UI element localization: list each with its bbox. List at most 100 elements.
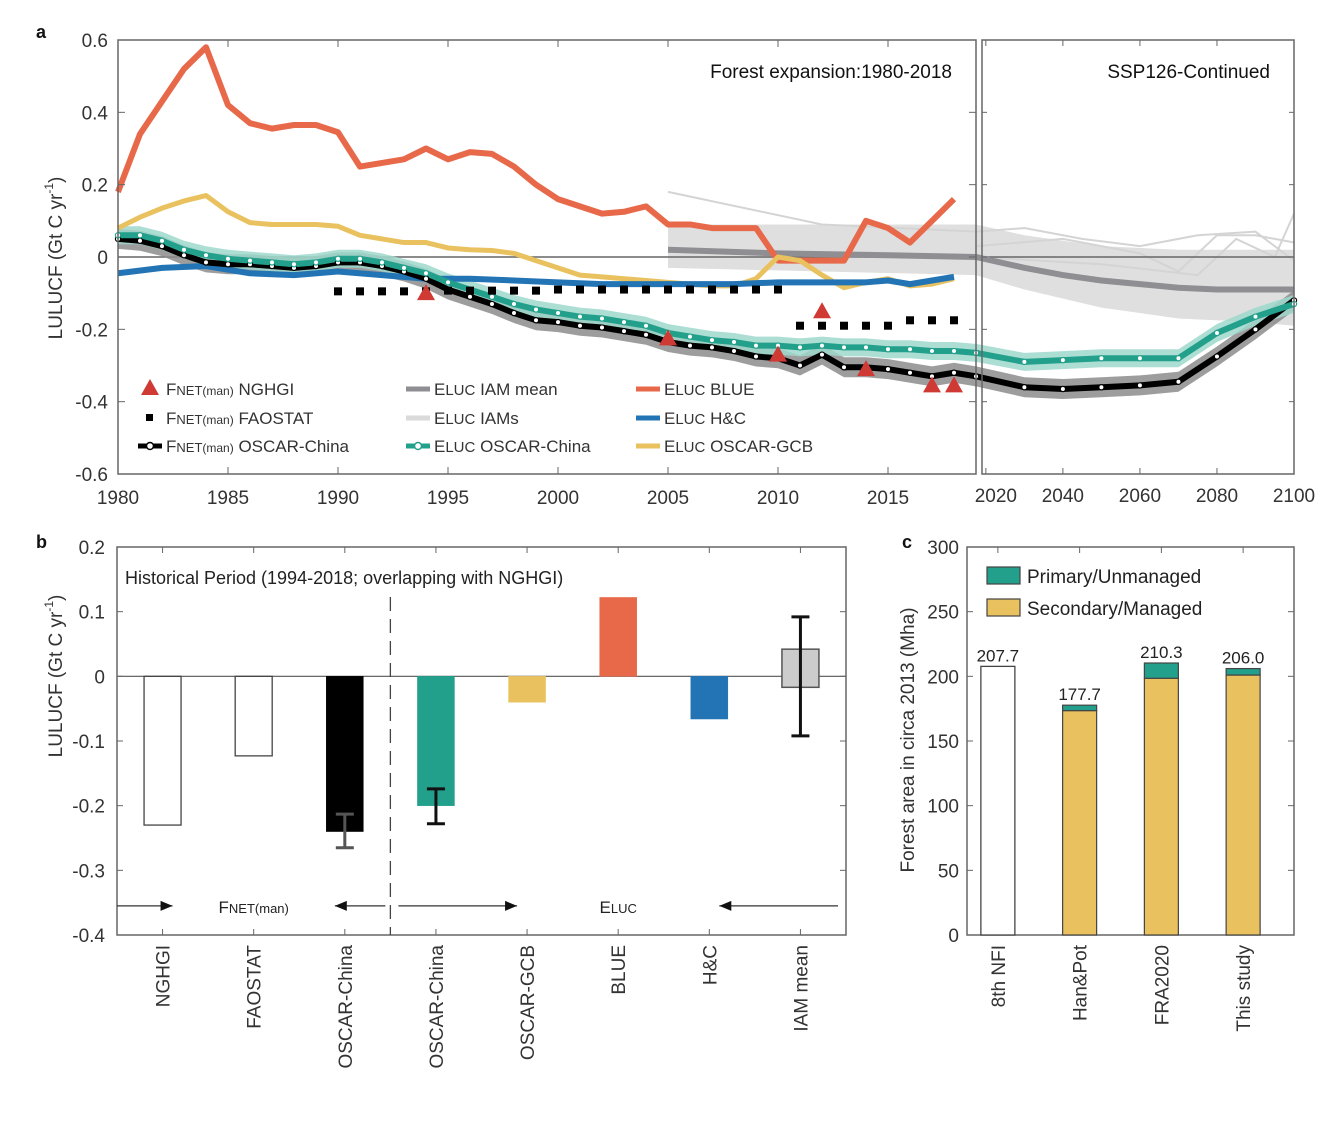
xtick-label: 2015 — [867, 488, 909, 509]
band-eluc-oscar-china — [118, 226, 1294, 371]
faostat-point — [532, 286, 540, 295]
faostat-point — [598, 285, 606, 294]
eluc-oscar-marker — [906, 346, 914, 353]
bar-primary-unmanaged — [1062, 704, 1098, 712]
xtick-label: 2100 — [1273, 486, 1315, 507]
iam-line — [975, 234, 1295, 273]
faostat-point — [906, 316, 914, 325]
eluc-oscar-marker — [246, 257, 254, 264]
bar-primary-unmanaged — [1143, 662, 1179, 679]
eluc-oscar-marker — [312, 259, 320, 266]
legend-item-fnet_oscar: FNET(man) OSCAR-China — [138, 437, 350, 456]
square-icon — [146, 414, 153, 421]
nghgi-point — [769, 345, 787, 362]
eluc-oscar-marker — [444, 279, 452, 286]
circle-icon — [145, 441, 155, 451]
line-eluc-hc — [117, 263, 955, 288]
panel-a-ylabel: LULUCF (Gt C yr-1) — [42, 177, 67, 340]
eluc-oscar-marker — [1136, 355, 1144, 362]
total-label: 177.7 — [1058, 685, 1101, 704]
ytick-label: 50 — [938, 861, 959, 882]
fnet-oscar-marker — [1175, 378, 1182, 385]
legend-label: FNET(man) OSCAR-China — [166, 437, 350, 456]
ytick-label: 0 — [948, 926, 959, 947]
ytick-label: 250 — [927, 603, 959, 624]
line-fnet-oscar-china — [117, 235, 1296, 393]
faostat-point — [620, 285, 628, 294]
eluc-oscar-marker — [598, 315, 606, 322]
bar-primary-unmanaged — [1225, 667, 1261, 676]
xtick-label: FRA2020 — [1152, 945, 1173, 1025]
ytick-label: -0.2 — [75, 320, 108, 341]
eluc-oscar-marker — [290, 261, 298, 268]
nghgi-point — [923, 376, 941, 393]
nghgi-point — [813, 302, 831, 319]
eluc-oscar-marker — [180, 246, 188, 253]
total-label: 210.3 — [1140, 643, 1183, 662]
legend-swatch-icon — [986, 566, 1021, 585]
panel-b-group-annotations: FNET(man) ELUC — [117, 898, 838, 917]
group-label: FNET(man) — [219, 898, 289, 917]
eluc-oscar-marker — [532, 306, 540, 313]
bar-secondary-managed — [1062, 710, 1098, 936]
eluc-oscar-marker — [884, 346, 892, 353]
fnet-oscar-marker — [818, 351, 826, 358]
faostat-point — [356, 287, 364, 296]
fnet-oscar-marker — [840, 364, 848, 371]
bar-blue-5 — [599, 597, 637, 677]
xtick-label: BLUE — [609, 945, 630, 995]
annotation-ssp126: SSP126-Continued — [1107, 62, 1270, 83]
xtick-label: 1995 — [427, 488, 469, 509]
legend-label: ELUC OSCAR-GCB — [664, 437, 813, 456]
xtick-label: OSCAR-China — [427, 945, 448, 1069]
panel-b-frame — [116, 546, 847, 936]
fnet-oscar-marker — [796, 362, 804, 369]
panel-c-bars: 207.7 177.7 210.3 206.0 — [977, 643, 1264, 936]
panel-c-ylabel: Forest area in circa 2013 (Mha) — [898, 607, 919, 872]
eluc-oscar-marker — [818, 342, 826, 349]
series-lines — [115, 44, 1296, 393]
fnet-oscar-marker — [488, 300, 496, 308]
panel-letter-c: c — [902, 532, 912, 552]
legend-label: Secondary/Managed — [1027, 599, 1202, 620]
fnet-oscar-marker — [906, 369, 914, 376]
xtick-label: FAOSTAT — [245, 945, 266, 1029]
ytick-label: 200 — [927, 667, 959, 688]
fnet-oscar-marker — [884, 365, 892, 373]
xtick-label: H&C — [700, 945, 721, 985]
eluc-oscar-marker — [576, 313, 584, 320]
fnet-oscar-marker — [752, 353, 760, 360]
bar-oscar-gcb-4 — [508, 676, 546, 703]
faostat-point — [642, 285, 650, 294]
fnet-oscar-marker — [554, 318, 562, 326]
eluc-oscar-marker — [642, 322, 650, 329]
eluc-oscar-marker — [928, 347, 936, 355]
ytick-label: 0.6 — [82, 31, 108, 52]
xtick-label: 2080 — [1196, 486, 1238, 507]
legend-label: ELUC IAM mean — [434, 380, 558, 399]
fnet-oscar-marker — [510, 309, 518, 317]
panel-letter-a: a — [36, 22, 47, 42]
legend-label: ELUC BLUE — [664, 380, 755, 399]
series-markers — [114, 232, 1298, 393]
faostat-point — [730, 285, 738, 294]
eluc-oscar-marker — [1059, 356, 1067, 364]
faostat-point — [752, 285, 760, 294]
legend-label: ELUC OSCAR-China — [434, 437, 591, 456]
line-eluc-oscar-china — [118, 232, 1295, 365]
eluc-oscar-marker — [840, 344, 848, 351]
legend-label: ELUC IAMs — [434, 409, 519, 428]
arrow-right-icon-head — [160, 900, 173, 911]
xtick-label: OSCAR-GCB — [518, 945, 539, 1060]
eluc-oscar-marker — [202, 251, 210, 259]
ytick-label: -0.6 — [75, 465, 108, 486]
eluc-oscar-marker — [752, 342, 760, 349]
fnet-oscar-marker — [1252, 326, 1259, 333]
faostat-point — [796, 321, 804, 330]
ytick-label: 0.4 — [82, 103, 109, 124]
panel-b-bars — [143, 597, 820, 850]
xtick-label: 2060 — [1119, 486, 1161, 507]
eluc-oscar-marker — [334, 255, 342, 263]
